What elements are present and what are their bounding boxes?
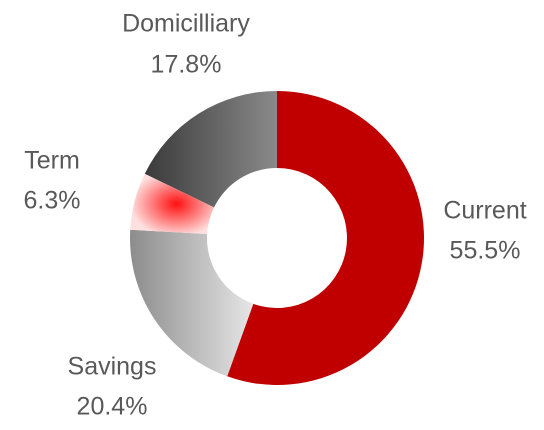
- slice-category-label: Current: [443, 197, 526, 225]
- donut-slice: [227, 91, 424, 386]
- slice-category-label: Term: [24, 147, 80, 175]
- slice-value-label: 17.8%: [151, 51, 222, 79]
- donut-slice: [144, 90, 277, 208]
- donut-slice: [129, 229, 254, 377]
- slice-value-label: 20.4%: [77, 393, 148, 421]
- slice-value-label: 6.3%: [24, 187, 81, 215]
- slice-value-label: 55.5%: [450, 237, 521, 265]
- donut-slice: [130, 173, 215, 235]
- slice-category-label: Savings: [68, 353, 157, 381]
- slice-category-label: Domicilliary: [122, 10, 250, 38]
